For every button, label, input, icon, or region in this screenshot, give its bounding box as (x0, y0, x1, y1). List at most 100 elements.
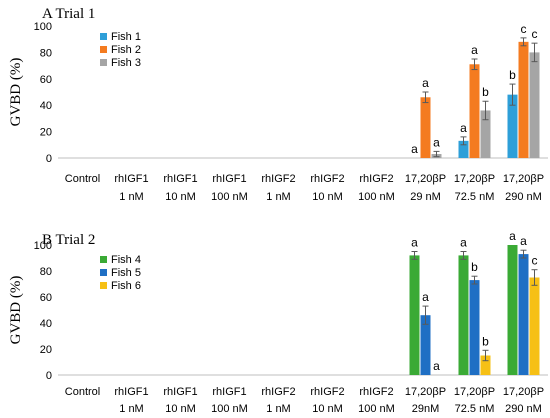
x-tick-label: rhIGF2 (310, 173, 344, 185)
bar-fish-5 (518, 254, 529, 375)
x-tick-sublabel: 290 nM (505, 403, 542, 415)
bar-fish-2 (518, 41, 529, 159)
panel-title: A Trial 1 (42, 6, 95, 22)
significance-label: a (422, 290, 429, 304)
significance-label: c (532, 27, 538, 41)
y-axis-label: GVBD (%) (8, 58, 24, 127)
bar-fish-5 (420, 315, 431, 375)
y-tick-label: 20 (40, 127, 52, 139)
x-tick-label: rhIGF1 (163, 173, 197, 185)
significance-label: a (433, 135, 440, 149)
bar-fish-4 (409, 255, 420, 375)
x-tick-sublabel: 72.5 nM (455, 191, 495, 203)
x-tick-sublabel: 290 nM (505, 191, 542, 203)
x-tick-sublabel: 10 nM (165, 191, 196, 203)
x-tick-label: 17,20βP (503, 386, 544, 398)
x-tick-label: rhIGF2 (261, 173, 295, 185)
x-tick-sublabel: 29 nM (410, 191, 441, 203)
significance-label: c (521, 22, 527, 36)
significance-label: a (422, 76, 429, 90)
legend-swatch (100, 269, 107, 276)
x-tick-label: rhIGF2 (359, 173, 393, 185)
legend-swatch (100, 46, 107, 53)
x-tick-label: rhIGF2 (261, 386, 295, 398)
x-tick-sublabel: 1 nM (119, 191, 143, 203)
y-tick-label: 100 (34, 21, 52, 33)
y-tick-label: 40 (40, 318, 52, 330)
y-tick-label: 80 (40, 47, 52, 59)
panel-b-trial-2: B Trial 2 GVBD (%) 0 20 40 60 80 100 Control rhIG… (8, 229, 548, 415)
x-tick-sublabel: 100 nM (211, 191, 248, 203)
bar-fish-6 (529, 277, 540, 375)
significance-label: a (411, 142, 418, 156)
x-tick-label: rhIGF1 (114, 386, 148, 398)
bar-fish-3 (480, 110, 491, 158)
significance-label: b (509, 68, 516, 82)
y-tick-label: 60 (40, 74, 52, 86)
x-tick-label: rhIGF1 (212, 386, 246, 398)
legend-entry: Fish 6 (111, 280, 141, 292)
x-tick-sublabel: 1 nM (119, 403, 143, 415)
panel-title: B Trial 2 (42, 232, 95, 248)
significance-label: b (482, 334, 489, 348)
legend-entry: Fish 4 (111, 254, 141, 266)
x-tick-sublabel: 100 nM (358, 191, 395, 203)
x-tick-label: rhIGF2 (359, 386, 393, 398)
bar-fish-4 (507, 245, 518, 375)
bar-fish-1 (458, 140, 469, 158)
y-tick-label: 60 (40, 292, 52, 304)
x-tick-sublabel: 100 nM (358, 403, 395, 415)
x-tick-sublabel: 1 nM (266, 403, 290, 415)
bar-fish-6 (480, 355, 491, 375)
x-tick-sublabel: 10 nM (165, 403, 196, 415)
bar-fish-2 (420, 97, 431, 158)
x-tick-label: rhIGF2 (310, 386, 344, 398)
x-tick-label: 17,20βP (405, 173, 446, 185)
x-tick-label: 17,20βP (405, 386, 446, 398)
x-tick-sublabel: 10 nM (312, 403, 343, 415)
x-tick-sublabel: 72.5 nM (455, 403, 495, 415)
panel-a-trial-1: A Trial 1 GVBD (%) 0 20 40 60 80 100 Control rhIG… (8, 6, 548, 203)
bar-fish-1 (507, 94, 518, 158)
legend-entry: Fish 3 (111, 57, 141, 69)
bar-fish-4 (458, 255, 469, 375)
x-tick-label: 17,20βP (503, 173, 544, 185)
bar-fish-2 (469, 64, 480, 158)
x-tick-sublabel: 10 nM (312, 191, 343, 203)
legend-entry: Fish 5 (111, 267, 141, 279)
significance-label: c (532, 254, 538, 268)
y-tick-label: 0 (46, 370, 52, 382)
significance-label: b (482, 85, 489, 99)
y-tick-label: 20 (40, 344, 52, 356)
significance-label: b (471, 260, 478, 274)
legend-swatch (100, 59, 107, 66)
x-tick-sublabel: 100 nM (211, 403, 248, 415)
x-tick-label: Control (65, 173, 100, 185)
legend-entry: Fish 2 (111, 44, 141, 56)
significance-label: a (471, 43, 478, 57)
bar-fish-5 (469, 280, 480, 375)
y-axis-label: GVBD (%) (8, 276, 24, 345)
bar-fish-3 (529, 52, 540, 158)
legend-swatch (100, 282, 107, 289)
x-tick-label: rhIGF1 (114, 173, 148, 185)
significance-label: a (460, 236, 467, 250)
y-tick-label: 0 (46, 153, 52, 165)
x-tick-label: Control (65, 386, 100, 398)
significance-label: a (520, 234, 527, 248)
x-tick-label: 17,20βP (454, 173, 495, 185)
legend-entry: Fish 1 (111, 31, 141, 43)
x-tick-label: 17,20βP (454, 386, 495, 398)
x-tick-sublabel: 29nM (412, 403, 440, 415)
significance-label: a (411, 236, 418, 250)
y-tick-label: 80 (40, 266, 52, 278)
significance-label: a (509, 229, 516, 243)
x-tick-label: rhIGF1 (163, 386, 197, 398)
significance-label: a (460, 121, 467, 135)
legend-swatch (100, 33, 107, 40)
x-tick-label: rhIGF1 (212, 173, 246, 185)
x-tick-sublabel: 1 nM (266, 191, 290, 203)
y-tick-label: 40 (40, 100, 52, 112)
legend-swatch (100, 256, 107, 263)
